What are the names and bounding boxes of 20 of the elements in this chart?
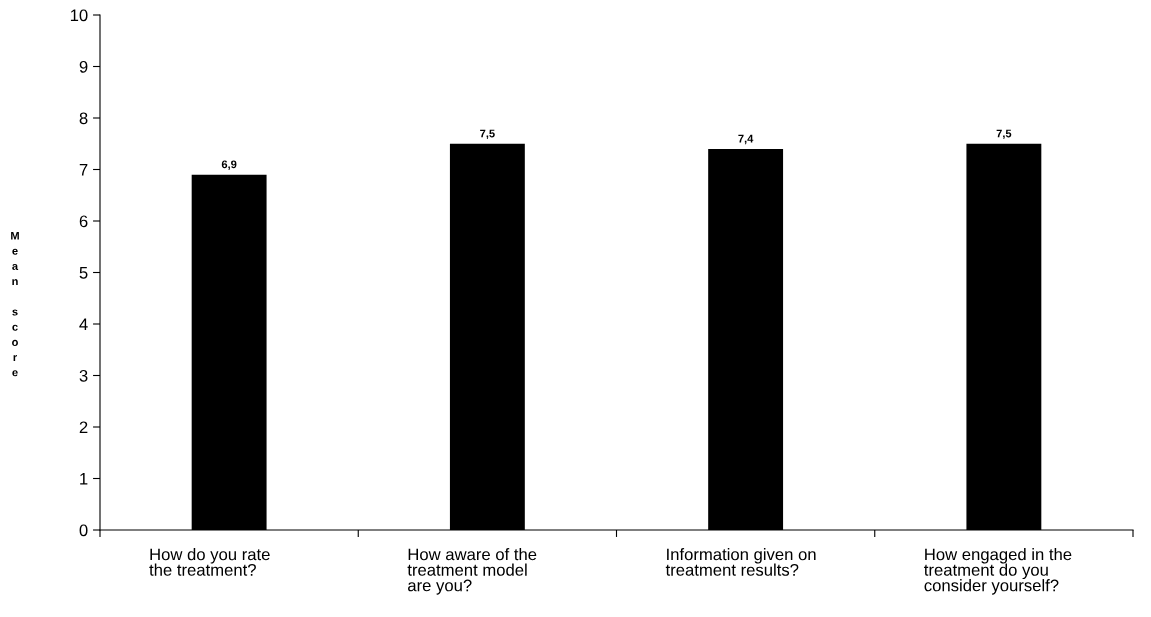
y-tick-label: 3	[79, 369, 88, 382]
data-label: 7,4	[738, 134, 754, 145]
x-tick-label: How do you rate the treatment?	[149, 548, 270, 576]
data-label: 6,9	[221, 160, 237, 170]
y-tick-label: 7	[79, 164, 88, 176]
y-tick-label: 6	[79, 215, 88, 228]
y-tick-label: 8	[79, 112, 88, 125]
y-tick-label: 0	[79, 524, 88, 537]
text: Mean score	[11, 231, 19, 377]
y-tick-label: 2	[79, 421, 88, 434]
y-tick-label: 4	[79, 318, 88, 331]
x-tick-label: How engaged in the treatment do you consider yourself?	[924, 548, 1072, 595]
y-tick-label: 9	[79, 60, 88, 73]
y-tick-label: 5	[79, 267, 88, 279]
x-tick-label: How aware of the treatment model are you?	[407, 548, 537, 595]
data-label: 7,5	[996, 129, 1012, 139]
data-label: 7,5	[480, 129, 495, 139]
y-tick-label: 1	[80, 473, 88, 485]
y-tick-label: 10	[70, 9, 88, 22]
x-tick-label: Information given on treatment results?	[665, 548, 816, 576]
